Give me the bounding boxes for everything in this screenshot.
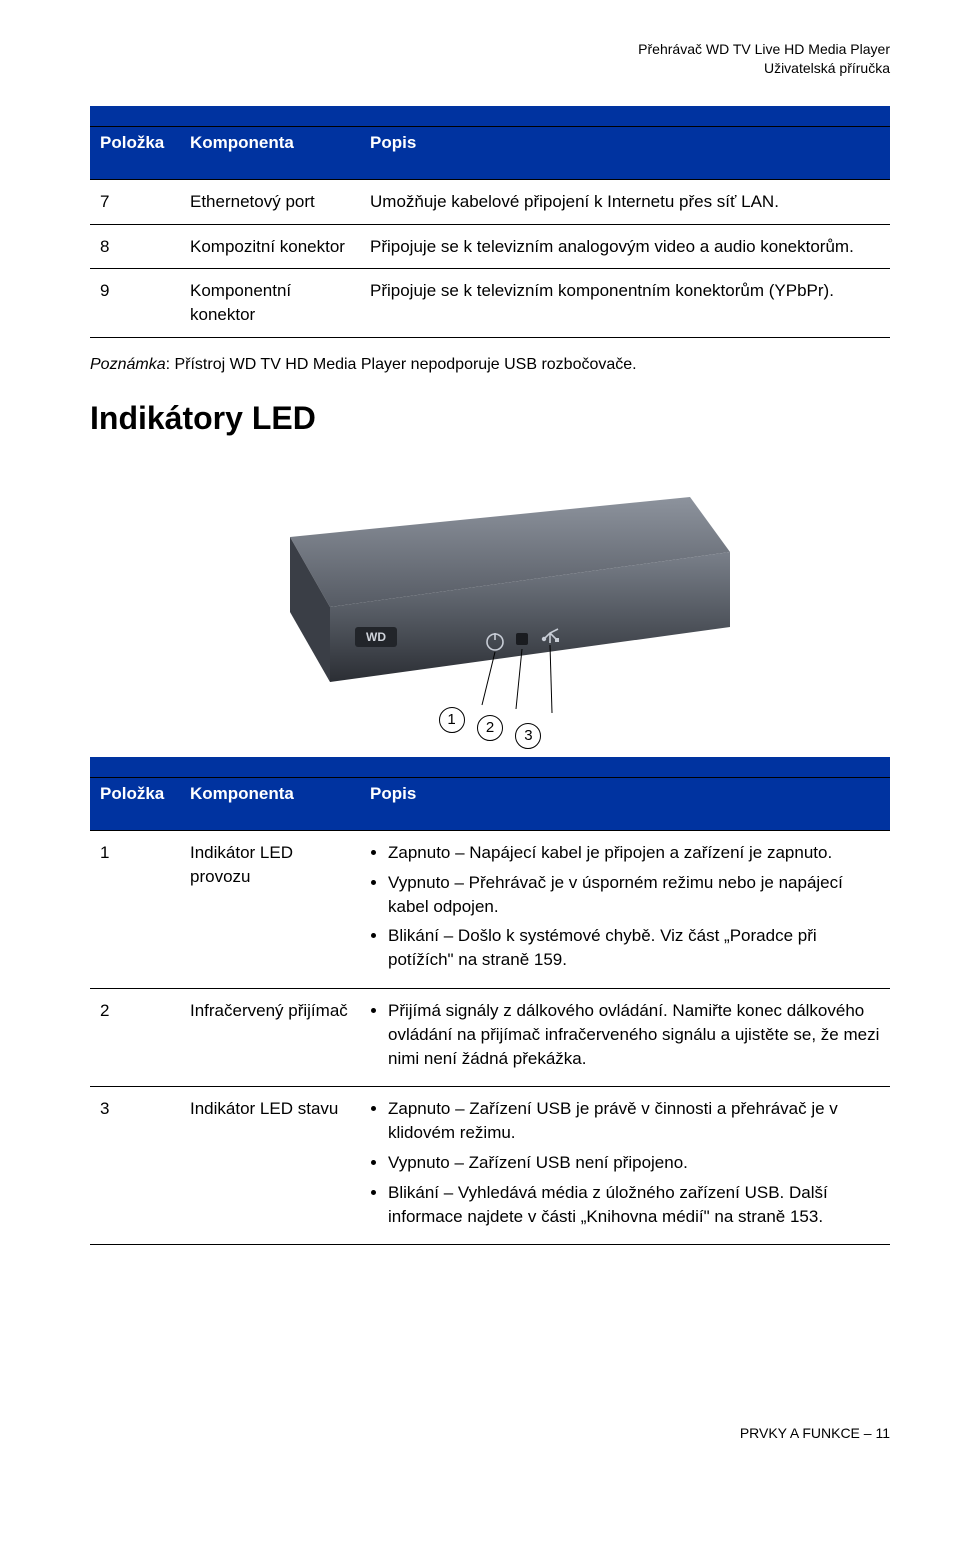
device-figure: WD bbox=[90, 457, 890, 733]
list-item: Přijímá signály z dálkového ovládání. Na… bbox=[388, 999, 880, 1070]
device-illustration: WD bbox=[220, 457, 760, 717]
list-item: Blikání – Vyhledává média z úložného zař… bbox=[388, 1181, 880, 1229]
doc-header: Přehrávač WD TV Live HD Media Player Uži… bbox=[90, 40, 890, 78]
t1-r2-n: 8 bbox=[90, 224, 180, 269]
t2-col-popis: Popis bbox=[360, 777, 890, 810]
t1-r3-n: 9 bbox=[90, 269, 180, 338]
table-row: 3 Indikátor LED stavu Zapnuto – Zařízení… bbox=[90, 1087, 890, 1245]
t2-r3-desc: Zapnuto – Zařízení USB je právě v činnos… bbox=[360, 1087, 890, 1245]
t1-r1-n: 7 bbox=[90, 179, 180, 224]
callout-2: 2 bbox=[477, 715, 503, 741]
t1-col-komponenta: Komponenta bbox=[180, 126, 360, 159]
table-row: 2 Infračervený přijímač Přijímá signály … bbox=[90, 988, 890, 1086]
t1-r2-comp: Kompozitní konektor bbox=[180, 224, 360, 269]
table-row: 8 Kompozitní konektor Připojuje se k tel… bbox=[90, 224, 890, 269]
list-item: Blikání – Došlo k systémové chybě. Viz č… bbox=[388, 924, 880, 972]
table-row: 7 Ethernetový port Umožňuje kabelové při… bbox=[90, 179, 890, 224]
t2-r2-desc: Přijímá signály z dálkového ovládání. Na… bbox=[360, 988, 890, 1086]
t2-r1-n: 1 bbox=[90, 830, 180, 988]
table-row: 9 Komponentní konektor Připojuje se k te… bbox=[90, 269, 890, 338]
t1-r3-desc: Připojuje se k televizním komponentním k… bbox=[360, 269, 890, 338]
list-item: Zapnuto – Zařízení USB je právě v činnos… bbox=[388, 1097, 880, 1145]
list-item: Zapnuto – Napájecí kabel je připojen a z… bbox=[388, 841, 880, 865]
t2-r2-comp: Infračervený přijímač bbox=[180, 988, 360, 1086]
table-row: 1 Indikátor LED provozu Zapnuto – Napáje… bbox=[90, 830, 890, 988]
page-footer: PRVKY A FUNKCE – 11 bbox=[90, 1425, 890, 1441]
t2-r3-comp: Indikátor LED stavu bbox=[180, 1087, 360, 1245]
header-line-1: Přehrávač WD TV Live HD Media Player bbox=[90, 40, 890, 59]
t1-col-popis: Popis bbox=[360, 126, 890, 159]
callout-1: 1 bbox=[439, 707, 465, 733]
header-line-2: Uživatelská příručka bbox=[90, 59, 890, 78]
t1-r1-desc: Umožňuje kabelové připojení k Internetu … bbox=[360, 179, 890, 224]
t2-col-polozka: Položka bbox=[90, 777, 180, 810]
t2-r1-comp: Indikátor LED provozu bbox=[180, 830, 360, 988]
t1-r3-comp: Komponentní konektor bbox=[180, 269, 360, 338]
list-item: Vypnuto – Přehrávač je v úsporném režimu… bbox=[388, 871, 880, 919]
t2-r2-n: 2 bbox=[90, 988, 180, 1086]
t2-col-komponenta: Komponenta bbox=[180, 777, 360, 810]
led-table: Položka Komponenta Popis 1 Indikátor LED… bbox=[90, 757, 890, 1245]
note-usb-hub: Poznámka: Přístroj WD TV HD Media Player… bbox=[90, 356, 890, 374]
list-item: Vypnuto – Zařízení USB není připojeno. bbox=[388, 1151, 880, 1175]
t1-r1-comp: Ethernetový port bbox=[180, 179, 360, 224]
t1-col-polozka: Položka bbox=[90, 126, 180, 159]
t2-r1-desc: Zapnuto – Napájecí kabel je připojen a z… bbox=[360, 830, 890, 988]
t2-r3-n: 3 bbox=[90, 1087, 180, 1245]
note-text: : Přístroj WD TV HD Media Player nepodpo… bbox=[166, 356, 637, 373]
note-label: Poznámka bbox=[90, 356, 166, 373]
callout-3: 3 bbox=[515, 723, 541, 749]
section-title-led: Indikátory LED bbox=[90, 400, 890, 437]
t1-r2-desc: Připojuje se k televizním analogovým vid… bbox=[360, 224, 890, 269]
connectors-table: Položka Komponenta Popis 7 Ethernetový p… bbox=[90, 106, 890, 338]
svg-text:WD: WD bbox=[366, 630, 386, 644]
